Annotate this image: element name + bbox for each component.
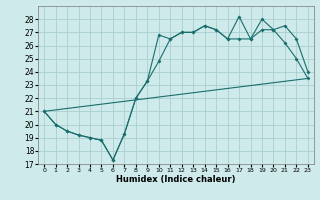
X-axis label: Humidex (Indice chaleur): Humidex (Indice chaleur): [116, 175, 236, 184]
